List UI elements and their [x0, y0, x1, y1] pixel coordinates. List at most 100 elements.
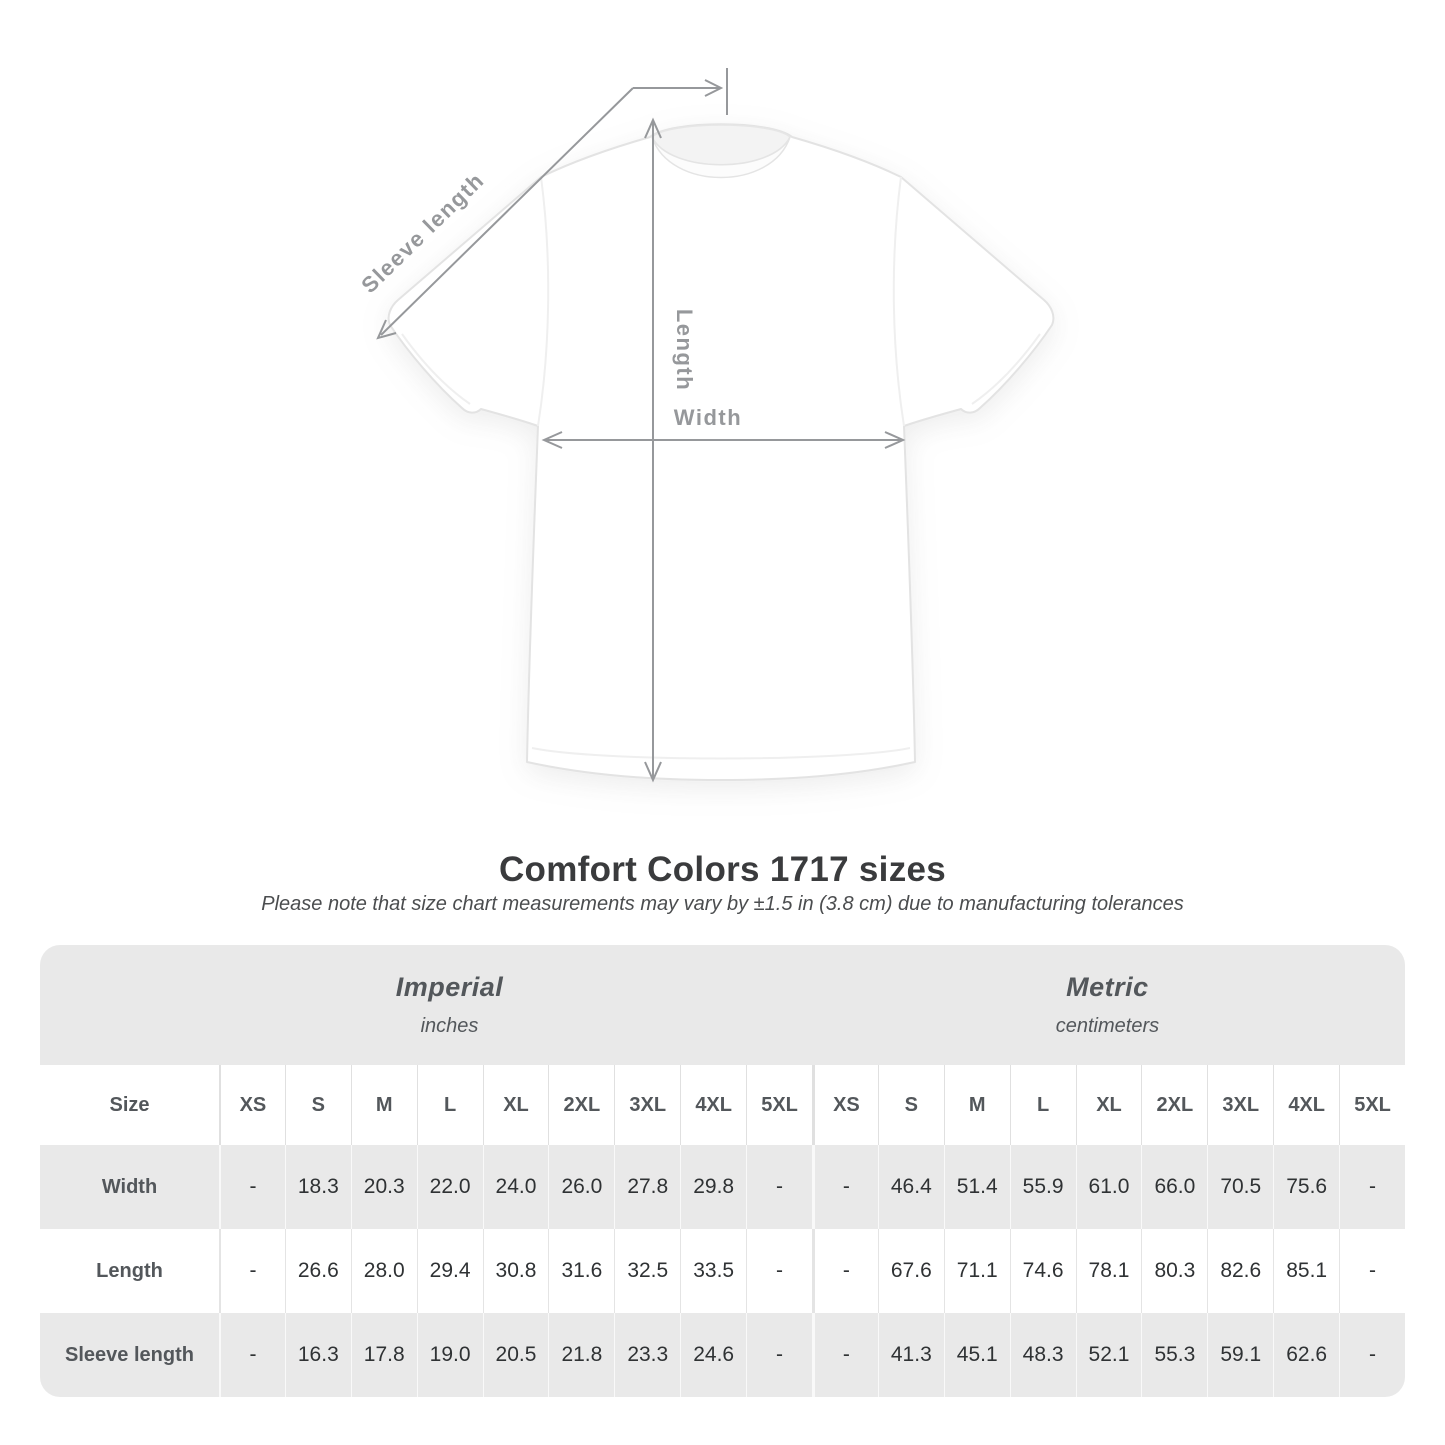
imperial-size-header-4xl: 4XL [680, 1065, 746, 1145]
metric-size-header-xs: XS [811, 1065, 878, 1145]
tshirt-graphic [387, 123, 1055, 781]
metric-unit-name: Metric [1066, 972, 1149, 1002]
imperial-value: 31.6 [548, 1229, 614, 1313]
arrow-down-icon [644, 761, 662, 783]
imperial-size-header-2xl: 2XL [548, 1065, 614, 1145]
imperial-value: 30.8 [482, 1229, 549, 1313]
metric-value: 41.3 [877, 1313, 944, 1397]
right-sleeve-hem-stitch [971, 333, 1041, 405]
imperial-value: - [746, 1145, 812, 1229]
arrow-right-icon [884, 431, 906, 449]
metric-value: 52.1 [1075, 1313, 1142, 1397]
metric-value: 78.1 [1075, 1229, 1142, 1313]
arrow-left-icon [541, 431, 563, 449]
length-line [644, 117, 662, 783]
table-row-width: Width -18.3 20.3 22.0 24.0 26.0 27.8 29.8- -46.4… [40, 1145, 1405, 1229]
imperial-value: 20.3 [350, 1145, 417, 1229]
metric-value: 74.6 [1009, 1229, 1076, 1313]
imperial-value: 26.6 [284, 1229, 351, 1313]
width-line [541, 431, 906, 449]
metric-unit-header: Metric centimeters [1056, 972, 1159, 1038]
imperial-value: 24.0 [482, 1145, 549, 1229]
metric-unit-subtitle: centimeters [1055, 1015, 1160, 1037]
tshirt-diagram-svg: Sleeve length Length Width [356, 68, 1055, 783]
arrow-up-icon [644, 117, 662, 139]
imperial-value: - [746, 1313, 812, 1397]
imperial-value: 21.8 [548, 1313, 614, 1397]
metric-value: 45.1 [943, 1313, 1010, 1397]
imperial-size-header-m: M [350, 1065, 417, 1145]
metric-size-header-s: S [877, 1065, 944, 1145]
metric-value: - [1339, 1229, 1405, 1313]
metric-value: - [811, 1229, 878, 1313]
tolerance-note: Please note that size chart measurements… [261, 893, 1184, 915]
imperial-value: 28.0 [350, 1229, 417, 1313]
metric-value: 67.6 [877, 1229, 944, 1313]
imperial-unit-name: Imperial [395, 972, 504, 1002]
table-body: Width -18.3 20.3 22.0 24.0 26.0 27.8 29.8- -46.4… [40, 1145, 1405, 1397]
size-table: Imperial inches Metric centimeters Size X… [40, 945, 1405, 1397]
arrow-right-icon [704, 79, 724, 97]
metric-value: - [811, 1145, 878, 1229]
right-armhole-seam [892, 176, 905, 427]
imperial-value: - [746, 1229, 812, 1313]
tshirt-body-outline [387, 123, 1055, 781]
sleeve-length-line [376, 68, 728, 340]
size-header-row: Size XS S M L XL 2XL 3XL 4XL 5XL XS S M L XL 2XL 3XL 4XL 5… [40, 1065, 1405, 1145]
metric-size-header-3xl: 3XL [1207, 1065, 1273, 1145]
imperial-size-header-3xl: 3XL [614, 1065, 680, 1145]
metric-size-header-5xl: 5XL [1339, 1065, 1405, 1145]
metric-value: 51.4 [943, 1145, 1010, 1229]
tshirt-measurement-diagram: Sleeve length Length Width [356, 68, 1055, 783]
table-row-sleeve-length: Sleeve length -16.3 17.8 19.0 20.5 21.8 23.3 24… [40, 1313, 1405, 1397]
imperial-value: 26.0 [548, 1145, 614, 1229]
metric-value: - [1339, 1145, 1405, 1229]
metric-size-header-xl: XL [1075, 1065, 1142, 1145]
arrow-down-left-icon [376, 319, 397, 340]
imperial-value: 16.3 [284, 1313, 351, 1397]
metric-value: 59.1 [1207, 1313, 1273, 1397]
imperial-size-header-xl: XL [482, 1065, 549, 1145]
imperial-unit-header: Imperial inches [396, 972, 504, 1038]
width-label: Width [674, 405, 742, 430]
metric-value: - [811, 1313, 878, 1397]
metric-value: 61.0 [1075, 1145, 1142, 1229]
metric-size-header-2xl: 2XL [1141, 1065, 1207, 1145]
imperial-value: 27.8 [614, 1145, 680, 1229]
metric-value: 62.6 [1273, 1313, 1339, 1397]
metric-value: - [1339, 1313, 1405, 1397]
imperial-size-header-xs: XS [219, 1065, 285, 1145]
metric-value: 80.3 [1141, 1229, 1207, 1313]
imperial-value: 33.5 [680, 1229, 746, 1313]
size-column-header: Size [109, 1093, 150, 1116]
imperial-size-header-s: S [284, 1065, 351, 1145]
metric-value: 46.4 [877, 1145, 944, 1229]
metric-size-header-m: M [943, 1065, 1010, 1145]
metric-value: 48.3 [1009, 1313, 1076, 1397]
imperial-value: 23.3 [614, 1313, 680, 1397]
left-armhole-seam [537, 176, 550, 427]
imperial-unit-subtitle: inches [420, 1015, 479, 1037]
page-title: Comfort Colors 1717 sizes [498, 850, 947, 889]
imperial-value: 22.0 [416, 1145, 483, 1229]
measurement-lines [376, 68, 906, 783]
unit-header-band: Imperial inches Metric centimeters [40, 945, 1405, 1065]
imperial-value: 17.8 [350, 1313, 417, 1397]
metric-value: 85.1 [1273, 1229, 1339, 1313]
imperial-value: 18.3 [284, 1145, 351, 1229]
bottom-hem-stitch [531, 747, 911, 760]
metric-size-header-l: L [1009, 1065, 1076, 1145]
row-label: Length [96, 1259, 163, 1282]
imperial-value: 32.5 [614, 1229, 680, 1313]
imperial-size-header-5xl: 5XL [746, 1065, 812, 1145]
row-label: Width [101, 1175, 158, 1198]
imperial-size-header-l: L [416, 1065, 483, 1145]
metric-value: 66.0 [1141, 1145, 1207, 1229]
row-label: Sleeve length [65, 1343, 194, 1366]
metric-value: 71.1 [943, 1229, 1010, 1313]
imperial-value: 20.5 [482, 1313, 549, 1397]
imperial-value: 29.4 [416, 1229, 483, 1313]
metric-value: 55.9 [1009, 1145, 1076, 1229]
metric-value: 70.5 [1207, 1145, 1273, 1229]
